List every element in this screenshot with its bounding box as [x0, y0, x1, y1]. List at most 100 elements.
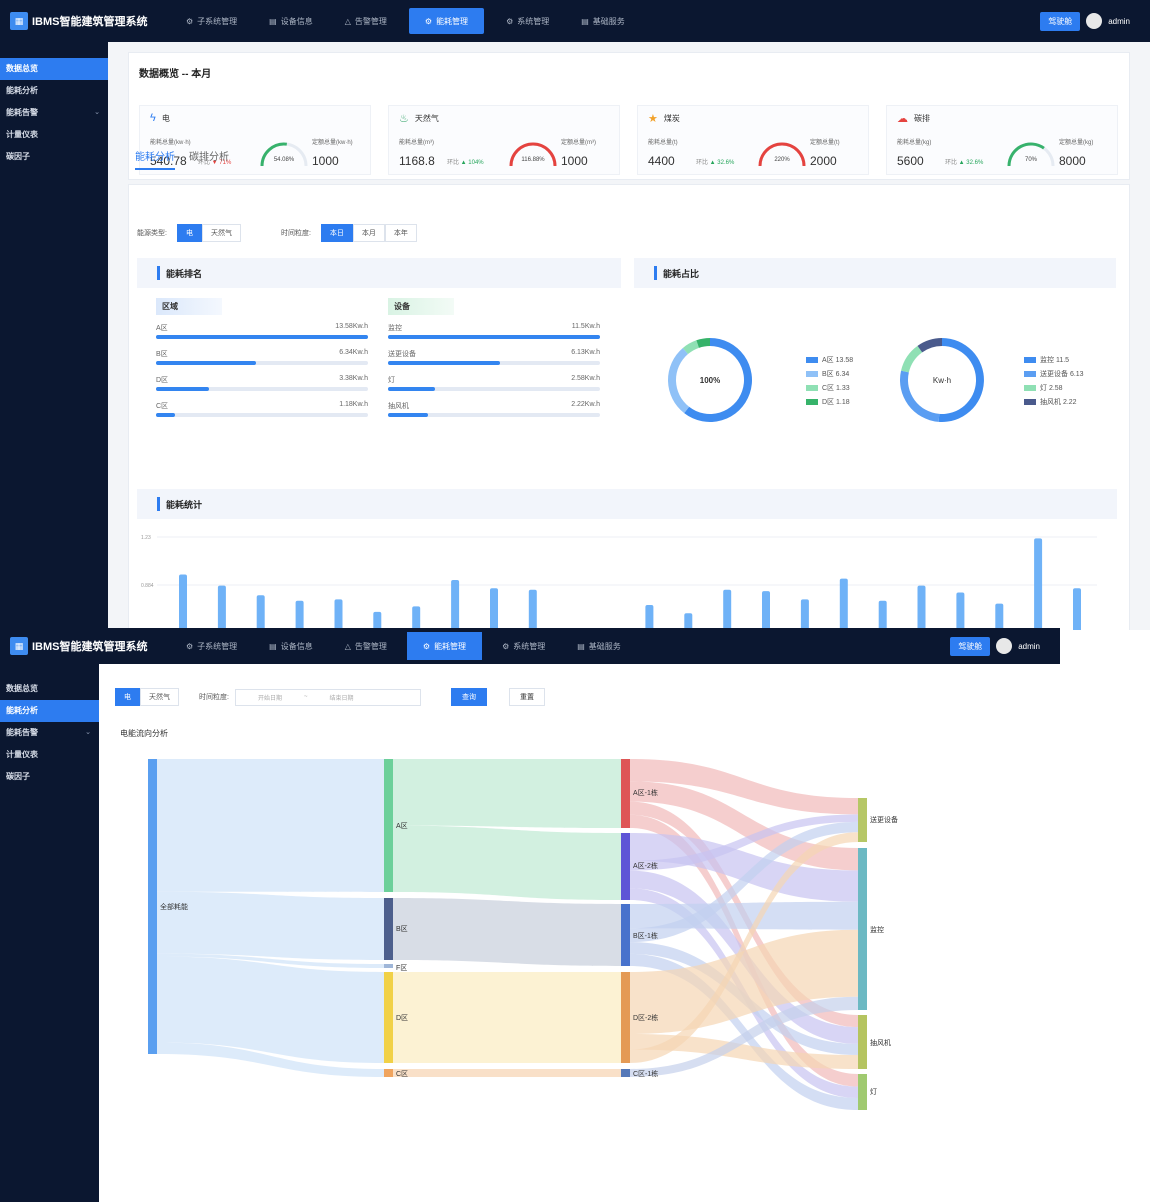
stat-bar[interactable] — [995, 603, 1004, 630]
sankey-link[interactable] — [393, 1069, 621, 1077]
username[interactable]: admin — [1018, 641, 1040, 651]
nav-subsystem[interactable]: ⚙ 子系统管理 — [170, 0, 253, 42]
energy-type-gas[interactable]: 天然气 — [201, 224, 241, 242]
sankey-node[interactable] — [621, 904, 630, 966]
stat-bar[interactable] — [1034, 538, 1043, 630]
sankey-node[interactable] — [621, 972, 630, 1063]
nav-base-service[interactable]: ▤ 基础服务 — [561, 628, 637, 664]
username[interactable]: admin — [1108, 16, 1130, 26]
reset-button[interactable]: 重置 — [508, 688, 545, 706]
time-option-month[interactable]: 本月 — [352, 224, 385, 242]
sankey-link[interactable] — [630, 996, 858, 1077]
sankey-link[interactable] — [393, 825, 621, 900]
sankey-link[interactable] — [630, 1034, 858, 1069]
stat-bar[interactable] — [917, 585, 926, 630]
avatar[interactable] — [996, 638, 1013, 654]
area-donut-slice[interactable] — [667, 347, 690, 414]
stat-bar[interactable] — [839, 578, 848, 630]
sidebar-item-alarm[interactable]: 能耗告警 ⌄ — [0, 722, 99, 744]
sankey-node[interactable] — [858, 1074, 867, 1110]
sidebar-item-carbon[interactable]: 碳因子 — [6, 772, 30, 781]
end-date-input[interactable]: 结束日期 — [329, 695, 354, 702]
avatar[interactable] — [1086, 13, 1103, 29]
stat-bar[interactable] — [956, 592, 965, 631]
nav-system[interactable]: ⚙ 系统管理 — [486, 628, 561, 664]
tab-carbon-analysis[interactable]: 碳排分析 — [189, 152, 229, 163]
app-logo[interactable]: ▦ IBMS智能建筑管理系统 — [0, 637, 170, 655]
nav-base-service[interactable]: ▤ 基础服务 — [565, 0, 641, 42]
stat-bar[interactable] — [684, 613, 693, 630]
legend-item[interactable]: D区 1.18 — [806, 395, 853, 409]
sidebar-item-meters[interactable]: 计量仪表 — [6, 750, 38, 759]
energy-type-gas[interactable]: 天然气 — [140, 688, 179, 706]
sankey-link[interactable] — [630, 929, 858, 1034]
date-range-picker[interactable]: 开始日期 ~ 结束日期 — [234, 688, 421, 706]
sankey-node[interactable] — [621, 833, 630, 900]
nav-system[interactable]: ⚙ 系统管理 — [490, 0, 565, 42]
legend-item[interactable]: 送更设备 6.13 — [1024, 367, 1084, 381]
stat-bar[interactable] — [1073, 588, 1081, 630]
sankey-node[interactable] — [384, 898, 393, 960]
legend-item[interactable]: C区 1.33 — [806, 381, 853, 395]
device-donut-slice[interactable] — [901, 345, 923, 373]
sankey-node[interactable] — [858, 848, 867, 1010]
time-option-year[interactable]: 本年 — [384, 224, 417, 242]
sankey-node[interactable] — [384, 1069, 393, 1077]
start-date-input[interactable]: 开始日期 — [257, 695, 282, 702]
stat-bar[interactable] — [217, 585, 226, 630]
tab-energy-analysis[interactable]: 能耗分析 — [135, 148, 175, 170]
nav-subsystem[interactable]: ⚙ 子系统管理 — [170, 628, 253, 664]
sidebar-item-meters[interactable]: 计量仪表 — [6, 130, 38, 139]
device-donut-slice[interactable] — [917, 338, 942, 353]
sankey-link[interactable] — [157, 1042, 384, 1078]
stat-bar[interactable] — [878, 600, 887, 630]
legend-item[interactable]: B区 6.34 — [806, 367, 853, 381]
time-option-day[interactable]: 本日 — [320, 224, 353, 242]
sankey-link[interactable] — [630, 821, 858, 943]
stat-bar[interactable] — [528, 589, 537, 630]
stat-bar[interactable] — [373, 611, 382, 630]
sankey-node[interactable] — [148, 759, 157, 1054]
stat-bar[interactable] — [800, 599, 809, 630]
energy-type-electric[interactable]: 电 — [176, 224, 202, 242]
legend-item[interactable]: A区 13.58 — [806, 353, 853, 367]
cockpit-button[interactable]: 驾驶舱 — [1040, 11, 1081, 31]
cockpit-button[interactable]: 驾驶舱 — [950, 636, 991, 656]
nav-energy[interactable]: ⚙ 能耗管理 — [408, 8, 485, 34]
stat-bar[interactable] — [334, 599, 343, 630]
sankey-node[interactable] — [621, 1069, 630, 1077]
sankey-link[interactable] — [630, 953, 858, 1110]
stat-bar[interactable] — [645, 605, 654, 630]
nav-energy[interactable]: ⚙ 能耗管理 — [406, 632, 483, 660]
sankey-node[interactable] — [858, 798, 867, 842]
energy-type-electric[interactable]: 电 — [115, 688, 140, 706]
legend-item[interactable]: 抽风机 2.22 — [1024, 395, 1084, 409]
area-donut-slice[interactable] — [684, 338, 752, 422]
sankey-node[interactable] — [384, 759, 393, 892]
sankey-link[interactable] — [157, 956, 384, 1064]
sankey-node[interactable] — [621, 759, 630, 828]
sankey-link[interactable] — [157, 953, 384, 968]
sankey-link[interactable] — [630, 833, 858, 902]
sankey-link[interactable] — [630, 814, 858, 871]
stat-bar[interactable] — [412, 606, 421, 630]
sankey-node[interactable] — [384, 964, 393, 968]
stat-bar[interactable] — [451, 580, 460, 630]
stat-bar[interactable] — [762, 591, 770, 630]
stat-bar[interactable] — [723, 589, 732, 630]
sankey-link[interactable] — [393, 972, 621, 1063]
stat-bar[interactable] — [490, 588, 498, 630]
app-logo[interactable]: ▦ IBMS智能建筑管理系统 — [0, 12, 170, 30]
sankey-node[interactable] — [858, 1015, 867, 1069]
sankey-link[interactable] — [157, 891, 384, 960]
query-button[interactable]: 查询 — [450, 688, 487, 706]
sankey-link[interactable] — [630, 832, 858, 1063]
area-donut-slice[interactable] — [682, 340, 699, 355]
sankey-link[interactable] — [630, 781, 858, 871]
nav-alarm[interactable]: △ 告警管理 — [329, 0, 403, 42]
stat-bar[interactable] — [179, 574, 187, 631]
nav-alarm[interactable]: △ 告警管理 — [329, 628, 403, 664]
sankey-node[interactable] — [384, 972, 393, 1063]
device-donut-slice[interactable] — [938, 338, 984, 422]
sankey-link[interactable] — [157, 759, 384, 892]
